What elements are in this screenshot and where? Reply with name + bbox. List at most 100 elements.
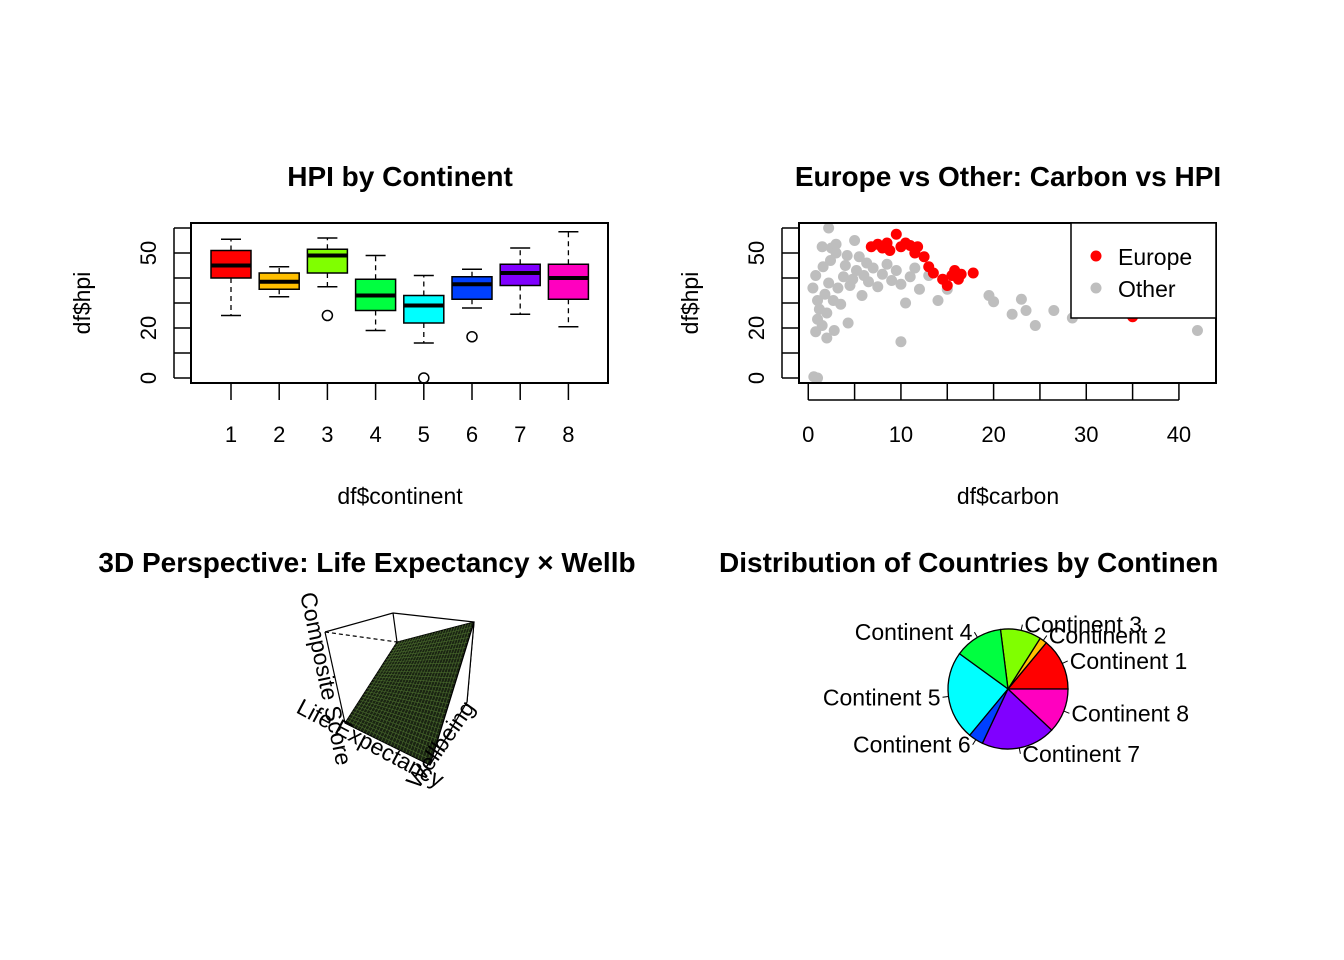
scatter-point-europe bbox=[927, 267, 939, 279]
scatter-point-other bbox=[837, 271, 849, 283]
panel-surface: 3D Perspective: Life Expectancy × Wellb … bbox=[98, 547, 635, 793]
surface-mesh-line bbox=[390, 631, 439, 746]
scatter-point-other bbox=[812, 295, 824, 306]
boxplot-box-1 bbox=[210, 238, 252, 317]
scatter-point-other bbox=[856, 290, 868, 301]
surface-mesh-line bbox=[405, 627, 453, 754]
scatter-point-other bbox=[895, 336, 907, 348]
scatter-point-europe bbox=[955, 268, 967, 280]
scatter-title: Europe vs Other: Carbon vs HPI bbox=[795, 161, 1221, 192]
legend-europe-label: Europe bbox=[1118, 244, 1192, 270]
surface-mesh-line bbox=[387, 647, 467, 657]
scatter-point-other bbox=[828, 325, 840, 336]
surface-axis-label-composite-score: Composite Score bbox=[295, 590, 357, 768]
boxplot-box-7 bbox=[499, 247, 541, 315]
scatter-point-other bbox=[839, 260, 851, 271]
pie-label-5: Continent 5 bbox=[823, 684, 941, 710]
pie-label-leader bbox=[972, 739, 977, 745]
surface-mesh-line bbox=[382, 662, 462, 666]
boxplot-y-axis: 0 20 50 bbox=[136, 227, 191, 384]
scatter-point-other bbox=[816, 241, 828, 253]
boxplot-box-4 bbox=[354, 254, 397, 332]
surface-mesh-line bbox=[385, 652, 465, 660]
boxplot-box-8 bbox=[547, 231, 590, 328]
boxplot-iqr-box bbox=[403, 294, 445, 324]
surface-side-face bbox=[429, 621, 475, 766]
legend-europe-marker bbox=[1090, 250, 1102, 262]
boxplot-outlier bbox=[418, 372, 430, 384]
scatter-point-other bbox=[886, 275, 898, 286]
scatter-point-europe bbox=[918, 251, 930, 263]
scatter-point-other bbox=[832, 282, 844, 294]
boxplot-box-6 bbox=[451, 268, 493, 343]
scatter-point-europe bbox=[967, 267, 979, 279]
scatter-point-other bbox=[823, 222, 835, 234]
scatter-point-other bbox=[817, 261, 829, 273]
boxplot-box-3 bbox=[306, 237, 349, 322]
scatter-point-other bbox=[812, 313, 824, 325]
scatter-point-europe bbox=[941, 280, 953, 291]
pie-label-leader bbox=[1063, 710, 1070, 714]
scatter-point-other bbox=[830, 247, 842, 259]
scatter-point-other bbox=[842, 317, 854, 329]
scatter-point-europe bbox=[884, 245, 896, 256]
surface-box-edge bbox=[324, 612, 394, 633]
pie-label-leader bbox=[1062, 660, 1068, 664]
surface-box-edge bbox=[324, 631, 346, 724]
boxplot-y-tick-label: 50 bbox=[136, 241, 161, 265]
surface-box-edge bbox=[392, 612, 475, 623]
surface-box-edge bbox=[392, 612, 398, 643]
pie-slice-1 bbox=[1006, 641, 1069, 690]
surface-mesh-line bbox=[370, 682, 453, 694]
pie-label-2: Continent 2 bbox=[1049, 623, 1167, 649]
pie-title: Distribution of Countries by Continen bbox=[719, 547, 1218, 578]
surface-mesh-line bbox=[395, 626, 473, 646]
pie-label-leader bbox=[973, 631, 978, 638]
scatter-point-other bbox=[913, 283, 925, 295]
boxplot-frame bbox=[190, 222, 609, 384]
pie-slices bbox=[947, 628, 1069, 750]
pie-label-3: Continent 3 bbox=[1024, 612, 1142, 638]
scatter-point-other bbox=[812, 372, 824, 384]
scatter-point-other bbox=[881, 258, 893, 270]
scatter-y-axis-label: df$hpi bbox=[677, 272, 703, 335]
scatter-point-other bbox=[1191, 325, 1203, 336]
surface-mesh bbox=[346, 622, 473, 764]
scatter-y-tick-label: 50 bbox=[744, 241, 769, 265]
scatter-point-other bbox=[904, 271, 916, 283]
boxplot-box-2 bbox=[258, 266, 300, 298]
scatter-point-other bbox=[1006, 308, 1018, 320]
boxplot-iqr-box bbox=[451, 276, 493, 300]
surface-mesh-line bbox=[408, 626, 456, 755]
scatter-point-other bbox=[810, 270, 822, 281]
surface-mesh-line bbox=[383, 657, 464, 663]
scatter-point-other bbox=[1048, 305, 1060, 316]
pie-label-leader bbox=[942, 696, 949, 698]
scatter-point-other bbox=[847, 273, 859, 285]
surface-mesh-line bbox=[420, 624, 467, 761]
pie-label-4: Continent 4 bbox=[855, 619, 973, 645]
surface-mesh-line bbox=[378, 670, 459, 674]
surface-mesh-line bbox=[393, 630, 442, 748]
scatter-x-tick-label: 30 bbox=[1074, 422, 1098, 447]
panel-scatter: Europe vs Other: Carbon vs HPI df$carbon… bbox=[677, 161, 1221, 509]
boxplot-outlier bbox=[321, 309, 334, 322]
boxplot-x-tick-label: 5 bbox=[418, 422, 430, 447]
scatter-point-other bbox=[909, 262, 921, 274]
scatter-point-other bbox=[867, 262, 879, 274]
scatter-point-other bbox=[810, 326, 822, 338]
pie-label-leader bbox=[1018, 747, 1021, 754]
scatter-point-other bbox=[895, 278, 907, 290]
boxplot-y-tick-label: 20 bbox=[136, 316, 161, 340]
scatter-point-other bbox=[807, 282, 819, 294]
legend-other-label: Other bbox=[1118, 276, 1176, 302]
boxplot-iqr-box bbox=[547, 263, 590, 300]
surface-mesh-line bbox=[372, 679, 454, 689]
boxplot-title: HPI by Continent bbox=[287, 161, 513, 192]
scatter-point-other bbox=[830, 238, 842, 250]
surface-title: 3D Perspective: Life Expectancy × Wellb bbox=[98, 547, 635, 578]
boxplot-x-tick-label: 4 bbox=[369, 422, 381, 447]
